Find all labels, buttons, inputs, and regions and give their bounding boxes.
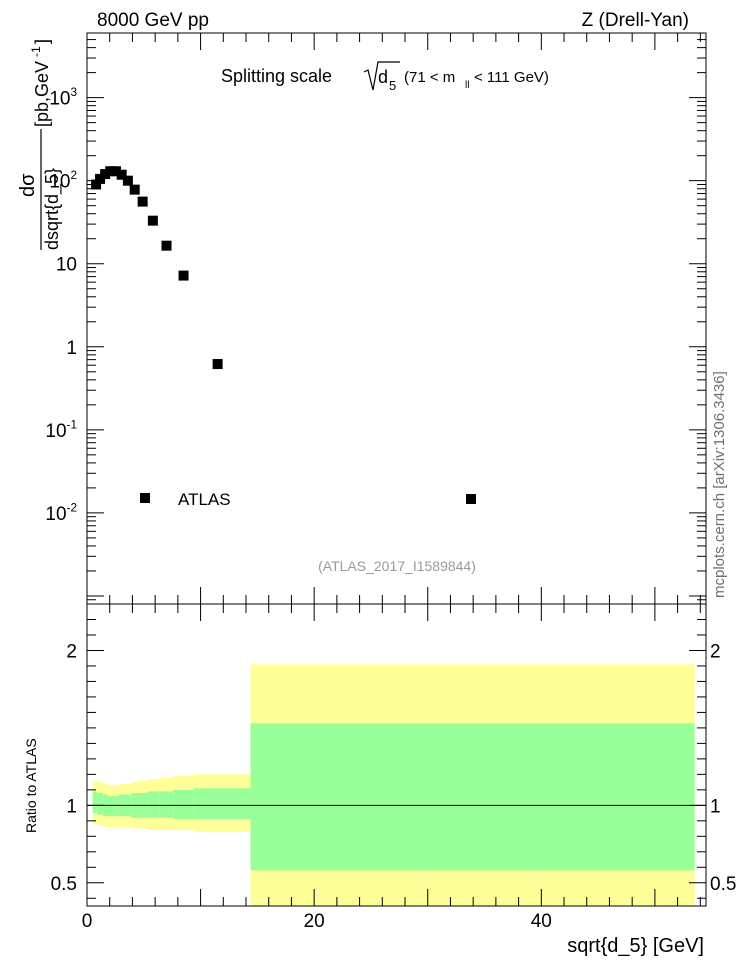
data-point: [105, 166, 116, 177]
x-axis-ticks: [86, 33, 701, 906]
ratio-y-tick-label-left: 1: [66, 796, 77, 817]
stat-band-1: [97, 792, 103, 815]
data-point: [137, 196, 148, 207]
formula-range-left: (71 < m: [404, 69, 455, 86]
ratio-y-tick-label-right: 0.5: [710, 874, 736, 895]
ylabel-units-exp: -1: [29, 46, 43, 57]
data-point: [116, 169, 127, 180]
main-axis-ticks: [87, 32, 706, 605]
main-y-axis-label: dσ dsqrt{d_5} [pb,GeV -1 ]: [17, 39, 63, 250]
formula-sub-ll: ll: [465, 80, 469, 91]
formula-d: d: [378, 67, 388, 87]
data-point: [147, 215, 158, 226]
formula-range-right: < 111 GeV): [474, 69, 549, 86]
header-right-label: Z (Drell-Yan): [582, 10, 689, 31]
stat-band-10: [159, 791, 174, 818]
stat-band-11: [173, 789, 194, 820]
main-y-tick-label: 10-1: [45, 418, 77, 442]
legend-marker-atlas-right: [466, 494, 476, 504]
data-point: [110, 166, 121, 177]
side-label: mcplots.cern.ch [arXiv:1306.3436]: [711, 371, 728, 598]
header-left-label: 8000 GeV pp: [97, 10, 209, 31]
data-point: [212, 359, 223, 370]
stat-band-12: [193, 788, 251, 820]
ylabel-denominator: dsqrt{d_5}: [42, 168, 63, 250]
sqrt-symbol: [363, 61, 400, 91]
data-point: [100, 169, 111, 180]
ratio-y-tick-label-left: 0.5: [51, 874, 77, 895]
legend-label-atlas: ATLAS: [178, 490, 231, 509]
analysis-id: (ATLAS_2017_I1589844): [318, 558, 476, 574]
ylabel-dsigma: dσ: [17, 173, 39, 197]
data-points: [91, 166, 223, 370]
x-tick-label: 0: [82, 911, 93, 932]
plot-title: Splitting scale: [221, 66, 332, 86]
data-point: [122, 175, 133, 186]
stat-band-4: [113, 796, 119, 817]
formula-sub-5: 5: [389, 78, 396, 93]
ratio-bands: [92, 664, 695, 906]
ratio-y-tick-labels: 0.5 0.5 1 1 2 2: [51, 641, 737, 894]
stat-band-13: [250, 723, 695, 871]
ratio-axis-ticks: [87, 618, 706, 899]
title-formula: d 5 (71 < m ll < 111 GeV): [363, 61, 549, 93]
main-frame: [86, 32, 707, 605]
ratio-y-tick-label-left: 2: [66, 641, 77, 662]
data-point: [161, 240, 172, 251]
main-y-tick-label: 10-2: [45, 501, 77, 525]
main-y-tick-label: 1: [66, 338, 77, 359]
data-point: [91, 179, 102, 190]
data-point: [178, 270, 189, 281]
x-axis-label: sqrt{d_5} [GeV]: [567, 935, 704, 957]
x-tick-label: 40: [531, 911, 552, 932]
main-y-tick-label: 10: [56, 255, 77, 276]
data-point: [129, 184, 140, 195]
ratio-y-axis-label: Ratio to ATLAS: [23, 738, 39, 833]
ylabel-units-close: ]: [32, 39, 52, 44]
ratio-frame: [86, 603, 707, 907]
legend-marker-atlas: [140, 493, 150, 503]
stat-band-0: [92, 791, 98, 814]
stat-band-3: [107, 796, 114, 817]
ratio-y-tick-label-right: 1: [710, 796, 721, 817]
ratio-y-tick-label-right: 2: [710, 641, 721, 662]
x-tick-label: 20: [304, 911, 325, 932]
stat-band-9: [147, 791, 160, 818]
main-y-tick-labels: 10-2 10-1 1 10 102 103: [45, 86, 77, 525]
ylabel-units: [pb,GeV: [32, 61, 52, 127]
data-point: [95, 173, 106, 184]
main-y-tick-label: 102: [49, 169, 77, 193]
main-y-tick-label: 103: [49, 86, 77, 110]
x-tick-labels: 0 20 40: [82, 911, 552, 932]
